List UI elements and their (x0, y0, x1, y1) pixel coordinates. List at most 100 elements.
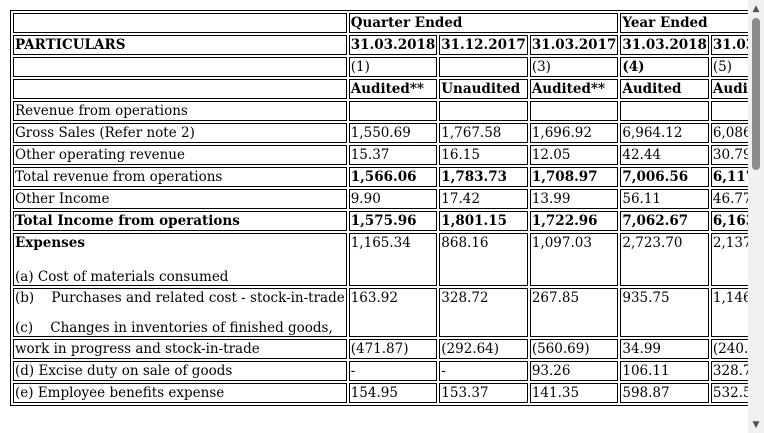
header-audit-status: Unaudited (439, 79, 528, 99)
row-value: 9.90 (348, 189, 438, 209)
header-year-ended: Year Ended (620, 13, 748, 33)
table-row: Other Income 9.90 17.42 13.99 56.11 46.7… (13, 189, 748, 209)
row-value: (292.64) (439, 339, 528, 359)
scroll-up-arrow-icon[interactable]: ▲ (752, 3, 760, 14)
table-header-row: Quarter Ended Year Ended (13, 13, 748, 33)
row-value: 6,163.96 (710, 211, 748, 231)
row-value (529, 101, 619, 121)
header-date: 31.03.2017 (529, 35, 619, 55)
row-label: Total revenue from operations (13, 167, 347, 187)
row-value: 7,062.67 (620, 211, 709, 231)
spacer (15, 306, 345, 320)
row-value: 93.26 (529, 361, 619, 381)
header-col-number: (1) (348, 57, 438, 77)
table-header-row: Audited** Unaudited Audited** Audited Au… (13, 79, 748, 99)
table-header-row: (1) (3) (4) (5) (13, 57, 748, 77)
row-value: 598.87 (620, 383, 709, 403)
row-value: 1,566.06 (348, 167, 438, 187)
row-value: 1,767.58 (439, 123, 528, 143)
row-value: 46.77 (710, 189, 748, 209)
row-value (620, 101, 709, 121)
table-header-row: PARTICULARS 31.03.2018 31.12.2017 31.03.… (13, 35, 748, 55)
row-value: 328.73 (710, 361, 748, 381)
row-value: 141.35 (529, 383, 619, 403)
row-value: (240.65) (710, 339, 748, 359)
table-row: Revenue from operations (13, 101, 748, 121)
header-col-number (439, 57, 528, 77)
header-audit-status: Audited** (529, 79, 619, 99)
row-value: 163.92 (348, 288, 438, 337)
row-label-text: (a) Cost of materials consumed (15, 269, 229, 285)
scroll-down-arrow-icon[interactable]: ▼ (752, 419, 760, 430)
row-value: 532.59 (710, 383, 748, 403)
row-value: 56.11 (620, 189, 709, 209)
header-col-number: (5) (710, 57, 748, 77)
table-row: (d) Excise duty on sale of goods - - 93.… (13, 361, 748, 381)
row-value: 15.37 (348, 145, 438, 165)
row-value: 935.75 (620, 288, 709, 337)
row-value: 1,097.03 (529, 233, 619, 286)
document-viewport: Quarter Ended Year Ended PARTICULARS 31.… (10, 10, 748, 406)
table-row: Total Income from operations 1,575.96 1,… (13, 211, 748, 231)
row-label: work in progress and stock-in-trade (13, 339, 347, 359)
row-value: - (439, 361, 528, 381)
row-value: 13.99 (529, 189, 619, 209)
row-value: 106.11 (620, 361, 709, 381)
row-value: 328.72 (439, 288, 528, 337)
row-value: 12.05 (529, 145, 619, 165)
row-value: 6,964.12 (620, 123, 709, 143)
header-empty-cell (13, 13, 347, 33)
header-col-number: (4) (620, 57, 709, 77)
row-value: 154.95 (348, 383, 438, 403)
row-value: 1,165.34 (348, 233, 438, 286)
row-value: (560.69) (529, 339, 619, 359)
row-value: 2,723.70 (620, 233, 709, 286)
row-label: Revenue from operations (13, 101, 347, 121)
row-value: 1,722.96 (529, 211, 619, 231)
spacer (15, 251, 345, 269)
table-row: Total revenue from operations 1,566.06 1… (13, 167, 748, 187)
row-label-text: (b) Purchases and related cost - stock-i… (15, 290, 345, 306)
row-value: 17.42 (439, 189, 528, 209)
row-value: 16.15 (439, 145, 528, 165)
header-empty-cell (13, 57, 347, 77)
header-date: 31.03.2018 (348, 35, 438, 55)
table-row: work in progress and stock-in-trade (471… (13, 339, 748, 359)
row-value: 1,550.69 (348, 123, 438, 143)
row-value: 42.44 (620, 145, 709, 165)
header-date: 31.03.2018 (620, 35, 709, 55)
scrollbar-thumb[interactable] (752, 18, 760, 170)
row-label: (e) Employee benefits expense (13, 383, 347, 403)
row-value: (471.87) (348, 339, 438, 359)
row-value: 267.85 (529, 288, 619, 337)
table-row: (b) Purchases and related cost - stock-i… (13, 288, 748, 337)
section-heading-expenses: Expenses (15, 235, 85, 251)
header-audit-status: Audited (620, 79, 709, 99)
row-value: 6,086.40 (710, 123, 748, 143)
financial-results-table: Quarter Ended Year Ended PARTICULARS 31.… (10, 10, 748, 406)
vertical-scrollbar[interactable]: ▲ ▼ (748, 0, 764, 433)
row-label: Total Income from operations (13, 211, 347, 231)
header-particulars: PARTICULARS (13, 35, 347, 55)
row-value: 1,801.15 (439, 211, 528, 231)
header-col-number: (3) (529, 57, 619, 77)
row-value (710, 101, 748, 121)
row-value: 1,146.01 (710, 288, 748, 337)
row-label: Gross Sales (Refer note 2) (13, 123, 347, 143)
header-audit-status: Audited (710, 79, 748, 99)
row-value: 1,575.96 (348, 211, 438, 231)
row-value: 2,137.51 (710, 233, 748, 286)
row-value: 6,117.19 (710, 167, 748, 187)
row-value: 1,696.92 (529, 123, 619, 143)
row-label: Other operating revenue (13, 145, 347, 165)
row-value: - (348, 361, 438, 381)
row-value: 34.99 (620, 339, 709, 359)
header-audit-status: Audited** (348, 79, 438, 99)
header-date: 31.03.2017 (710, 35, 748, 55)
table-row: (e) Employee benefits expense 154.95 153… (13, 383, 748, 403)
row-value: 153.37 (439, 383, 528, 403)
header-date: 31.12.2017 (439, 35, 528, 55)
row-label: Other Income (13, 189, 347, 209)
row-label: (d) Excise duty on sale of goods (13, 361, 347, 381)
row-value: 30.79 (710, 145, 748, 165)
